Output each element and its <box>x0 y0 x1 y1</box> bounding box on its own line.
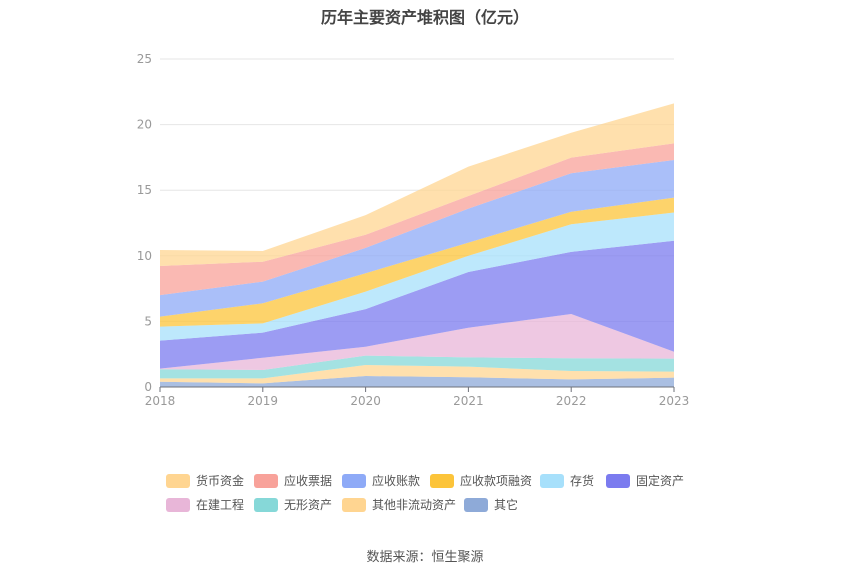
y-tick-label: 0 <box>144 380 152 394</box>
legend-swatch <box>606 473 630 488</box>
legend-swatch <box>342 497 366 512</box>
area-货币资金 <box>160 103 674 267</box>
y-tick-label: 10 <box>137 249 152 263</box>
chart-title: 历年主要资产堆积图（亿元） <box>320 8 529 27</box>
y-tick-label: 20 <box>137 118 152 132</box>
legend-item[interactable]: 其它 <box>464 496 518 513</box>
legend-item[interactable]: 货币资金 <box>166 472 244 489</box>
area-存货 <box>160 212 674 341</box>
legend-label: 应收账款 <box>372 474 421 488</box>
legend-label: 存货 <box>570 474 595 488</box>
stacked-area-chart: 0 5 10 15 20 25 2018 2019 2020 2021 2022 2023 <box>137 52 690 408</box>
x-tick-label: 2020 <box>350 394 381 408</box>
area-应收账款 <box>160 160 674 317</box>
y-tick-label: 25 <box>137 52 152 66</box>
legend-item[interactable]: 其他非流动资产 <box>342 496 456 513</box>
legend-label: 货币资金 <box>196 474 245 488</box>
legend-item[interactable]: 应收票据 <box>254 472 332 489</box>
legend-item[interactable]: 在建工程 <box>166 496 244 513</box>
x-tick-label: 2021 <box>453 394 484 408</box>
legend-item[interactable]: 无形资产 <box>254 496 332 513</box>
legend-swatch <box>342 473 366 488</box>
y-tick-label: 5 <box>144 314 152 328</box>
legend-label: 应收票据 <box>284 474 333 488</box>
area-其他非流动资产 <box>160 364 674 384</box>
legend-label: 其它 <box>494 498 519 512</box>
legend-label: 在建工程 <box>196 498 245 512</box>
area-应收款项融资 <box>160 197 674 327</box>
legend-swatch <box>464 497 488 512</box>
legend-item[interactable]: 存货 <box>540 472 594 489</box>
area-其它 <box>160 375 674 387</box>
legend-swatch <box>254 497 278 512</box>
x-tick-label: 2022 <box>556 394 587 408</box>
y-tick-label: 15 <box>137 183 152 197</box>
legend-swatch <box>166 497 190 512</box>
x-tick-label: 2019 <box>248 394 279 408</box>
area-固定资产 <box>160 240 674 369</box>
legend-item[interactable]: 应收款项融资 <box>430 472 532 489</box>
legend-item[interactable]: 固定资产 <box>606 472 684 489</box>
legend-swatch <box>430 473 454 488</box>
area-在建工程 <box>160 314 674 370</box>
legend-swatch <box>540 473 564 488</box>
area-应收票据 <box>160 143 674 296</box>
legend-swatch <box>166 473 190 488</box>
legend-label: 无形资产 <box>284 498 333 512</box>
legend-label: 其他非流动资产 <box>372 498 457 512</box>
x-tick-label: 2023 <box>659 394 690 408</box>
legend-label: 应收款项融资 <box>460 474 533 488</box>
x-tick-label: 2018 <box>145 394 176 408</box>
legend-label: 固定资产 <box>636 474 685 488</box>
data-source: 数据来源：恒生聚源 <box>366 550 484 565</box>
area-无形资产 <box>160 355 674 379</box>
legend-swatch <box>254 473 278 488</box>
legend-item[interactable]: 应收账款 <box>342 472 420 489</box>
